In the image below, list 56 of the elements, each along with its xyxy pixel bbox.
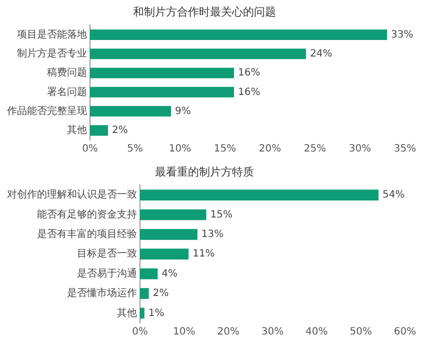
data-label: 15% (210, 209, 232, 220)
data-label: 16% (238, 68, 260, 79)
data-label: 4% (162, 268, 178, 280)
x-tick-label: 20% (217, 326, 240, 338)
chart-title: 和制片方合作时最关心的问题 (133, 5, 276, 18)
x-tick-label: 60% (394, 326, 416, 338)
y-tick-label: 署名问题 (47, 86, 87, 98)
data-label: 11% (192, 248, 215, 260)
y-tick-label: 项目是否能落地 (17, 28, 87, 40)
y-tick-label: 是否易于沟通 (77, 267, 137, 280)
bar (140, 248, 189, 260)
x-tick-label: 10% (173, 326, 196, 338)
data-label: 24% (310, 48, 332, 60)
data-label: 54% (382, 190, 405, 201)
x-tick-label: 20% (258, 144, 282, 155)
y-tick-label: 其他 (67, 124, 87, 136)
bar (90, 106, 171, 117)
x-tick-label: 35% (394, 144, 416, 155)
chart-title: 最看重的制片方特质 (155, 165, 254, 178)
y-tick-label: 其他 (117, 306, 137, 319)
x-tick-label: 0% (82, 144, 98, 155)
bar (140, 288, 149, 299)
bar (90, 86, 234, 98)
x-tick-label: 30% (261, 326, 284, 338)
y-tick-label: 作品能否完整呈现 (6, 104, 87, 117)
x-tick-label: 50% (350, 326, 372, 338)
bar (140, 190, 378, 200)
data-label: 2% (112, 125, 128, 136)
data-label: 1% (148, 308, 164, 319)
bar (90, 48, 306, 60)
x-tick-label: 30% (348, 144, 372, 155)
data-label: 2% (152, 288, 169, 300)
data-label: 16% (238, 86, 260, 98)
x-tick-label: 10% (168, 144, 192, 155)
bar (90, 30, 387, 40)
data-label: 13% (201, 229, 224, 240)
y-tick-label: 能否有足够的资金支持 (37, 208, 137, 220)
y-tick-label: 目标是否一致 (77, 248, 137, 260)
bar (140, 209, 206, 220)
bar (140, 268, 158, 280)
bar (140, 229, 198, 240)
y-tick-label: 是否有丰富的项目经验 (37, 228, 137, 240)
bar (90, 125, 108, 136)
bar (140, 308, 144, 319)
x-tick-label: 15% (214, 144, 236, 155)
bar (90, 68, 234, 78)
y-tick-label: 制片方是否专业 (17, 47, 87, 60)
x-tick-label: 0% (132, 326, 148, 338)
x-tick-label: 25% (304, 144, 326, 155)
data-label: 9% (175, 106, 191, 117)
x-tick-label: 5% (127, 144, 143, 155)
x-tick-label: 40% (306, 326, 328, 338)
y-tick-label: 是否懂市场运作 (67, 287, 137, 300)
y-tick-label: 稿费问题 (47, 66, 87, 79)
y-tick-label: 对创作的理解和认识是否一致 (7, 188, 137, 201)
data-label: 33% (391, 29, 414, 40)
